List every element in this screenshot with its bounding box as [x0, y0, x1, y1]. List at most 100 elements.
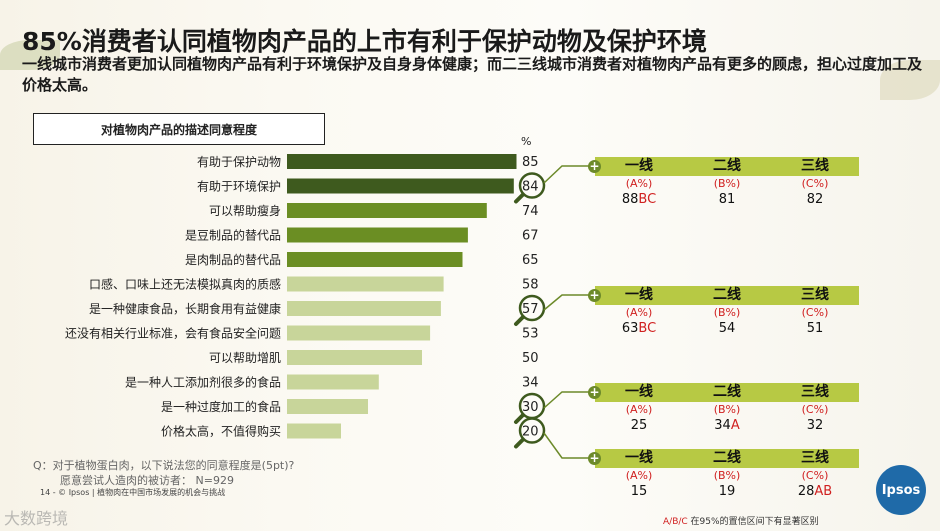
tier-value-number: 54 [718, 321, 736, 336]
leaf-decoration [0, 40, 60, 70]
table-header: 一线 二线 三线 [595, 157, 859, 176]
category-label: 价格太高，不值得购买 [161, 424, 281, 439]
bar [287, 178, 514, 194]
value-label: 58 [522, 278, 539, 293]
category-label: 口感、口味上还无法模拟真肉的质感 [89, 277, 281, 292]
sig-middle: 在95% [687, 517, 720, 527]
value-label: 53 [522, 327, 539, 342]
table-value-row: 63BC 54 51 [595, 321, 859, 337]
value-label: 65 [522, 253, 539, 268]
tier-letter: (B%) [713, 306, 741, 319]
tier-value-number: 19 [718, 484, 736, 499]
bar [287, 374, 379, 390]
tier-header: 三线 [801, 287, 829, 303]
category-label: 是一种健康食品，长期食用有益健康 [89, 301, 281, 316]
tier-value-number: 63 [621, 321, 639, 336]
tier-letter: (A%) [625, 306, 653, 319]
city-tier-table: 一线 二线 三线 (A%) (B%) (C%) 88BC 81 82 [595, 157, 859, 208]
category-label: 还没有相关行业标准，会有食品安全问题 [65, 326, 281, 341]
ipsos-logo: Ipsos [876, 465, 926, 515]
tier-value-number: 88 [621, 192, 639, 207]
tier-value: 32 [771, 418, 859, 434]
value-label: 85 [522, 155, 539, 170]
category-label: 有助于保护动物 [197, 155, 281, 169]
tier-header: 一线 [625, 287, 653, 303]
bar [287, 154, 517, 169]
tier-value-number: 81 [718, 192, 736, 207]
page-subtitle: 一线城市消费者更加认同植物肉产品有利于环境保护及自身身体健康；而二三线城市消费者… [22, 55, 923, 94]
bar [287, 203, 487, 218]
tier-value-number: 28 [797, 484, 815, 499]
tier-letter: (C%) [801, 403, 829, 416]
magnifier-handle [514, 413, 525, 424]
tier-header: 一线 [625, 384, 653, 400]
tier-header: 三线 [801, 384, 829, 400]
significance-note: A/B/C 在95%的置信区间下有显著区别 [663, 514, 819, 527]
table-header: 一线 二线 三线 [595, 286, 859, 305]
category-label: 是肉制品的替代品 [185, 252, 281, 267]
tier-value: 34A [683, 418, 771, 434]
connector-line [543, 294, 594, 311]
tier-value: 88BC [595, 192, 683, 208]
tier-letter: (A%) [625, 403, 653, 416]
category-label: 是豆制品的替代品 [185, 228, 281, 243]
tier-value-number: 34 [714, 418, 731, 433]
question-note: Q：对于植物蛋白肉，以下说法您的同意程度是(5pt)? [33, 459, 295, 472]
tier-header: 二线 [713, 450, 741, 466]
tier-letter: (B%) [713, 469, 741, 482]
connector-line [543, 432, 594, 459]
footer: 14 - © Ipsos | 植物肉在中国市场发展的机会与挑战 [40, 488, 226, 497]
tier-letter: (C%) [801, 306, 829, 319]
table-letter-row: (A%) (B%) (C%) [595, 176, 859, 192]
tier-letter: (C%) [801, 177, 829, 190]
table-header: 一线 二线 三线 [595, 383, 859, 402]
sig-suffix: 的置信区间下有显著区别 [719, 517, 819, 527]
bar [287, 350, 422, 365]
magnifier-circle [518, 294, 546, 322]
bar [287, 423, 341, 439]
chart-box-title: 对植物肉产品的描述同意程度 [33, 113, 325, 145]
base-note: 愿意尝试人造肉的被访者： N=929 [60, 474, 234, 487]
bar [287, 227, 468, 243]
tier-value: 19 [683, 484, 771, 500]
tier-header: 三线 [801, 158, 829, 174]
bar [287, 276, 444, 292]
value-label: 20 [522, 425, 539, 440]
table-value-row: 88BC 81 82 [595, 192, 859, 208]
value-label: 74 [522, 204, 539, 219]
city-tier-table: 一线 二线 三线 (A%) (B%) (C%) 63BC 54 51 [595, 286, 859, 337]
tier-letter: (B%) [713, 403, 741, 416]
tier-value: 28AB [771, 484, 859, 500]
tier-header: 一线 [625, 450, 653, 466]
magnifier-handle [514, 192, 525, 204]
tier-value: 82 [771, 192, 859, 208]
significance-marker: BC [638, 321, 657, 336]
significance-marker: AB [814, 484, 833, 499]
category-label: 是一种人工添加剂很多的食品 [125, 375, 281, 390]
significance-marker: A [730, 418, 740, 433]
tier-header: 二线 [713, 384, 741, 400]
percent-unit-label: % [521, 135, 532, 148]
tier-header: 三线 [801, 450, 829, 466]
tier-value: 25 [595, 418, 683, 434]
category-label: 有助于环境保护 [197, 179, 281, 194]
city-tier-table: 一线 二线 三线 (A%) (B%) (C%) 25 34A 32 [595, 383, 859, 434]
plus-icon: + [588, 451, 601, 465]
value-label: 67 [522, 229, 539, 244]
value-label: 34 [522, 376, 539, 391]
tier-value: 63BC [595, 321, 683, 337]
magnifier-handle [514, 437, 525, 449]
tier-letter: (A%) [625, 469, 653, 482]
plus-icon: + [588, 159, 601, 173]
value-label: 57 [522, 302, 539, 317]
plus-icon: + [588, 385, 601, 399]
bar [287, 399, 368, 414]
table-header: 一线 二线 三线 [595, 449, 859, 468]
value-label: 50 [522, 351, 539, 366]
connector-line [543, 391, 594, 409]
tier-value-number: 25 [630, 418, 648, 433]
magnifier-circle [518, 417, 546, 444]
table-value-row: 25 34A 32 [595, 418, 859, 434]
